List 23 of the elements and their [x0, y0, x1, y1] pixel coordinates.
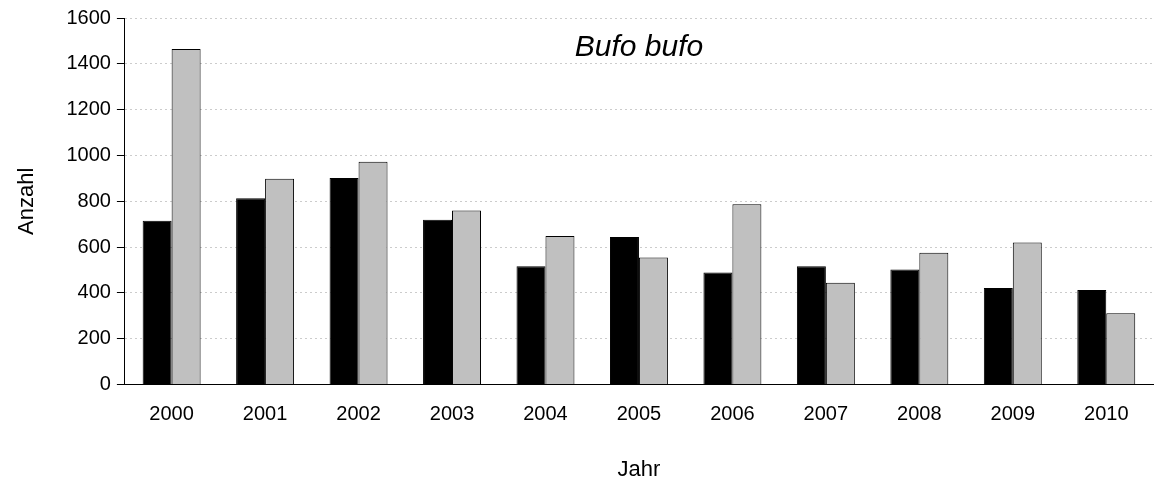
y-tick-label: 1200 — [66, 97, 111, 120]
y-tick-label: 1400 — [66, 51, 111, 74]
x-tick-label: 2005 — [616, 402, 662, 425]
y-tick-label: 400 — [77, 280, 111, 303]
x-tick-label: 2002 — [336, 402, 381, 425]
chart-title: Bufo bufo — [574, 29, 704, 63]
x-tick-label: 2001 — [242, 402, 288, 425]
x-tick-label: 2009 — [990, 402, 1036, 425]
x-axis-title: Jahr — [617, 455, 661, 481]
y-axis-title: Anzahl — [13, 167, 39, 235]
x-tick-label: 2006 — [710, 402, 755, 425]
y-tick-label: 800 — [77, 188, 111, 211]
x-tick-label: 2008 — [897, 402, 942, 425]
y-tick-label: 600 — [77, 234, 111, 257]
y-tick-label: 1600 — [66, 5, 111, 28]
x-tick-label: 2007 — [803, 402, 849, 425]
y-tick-label: 1000 — [66, 142, 111, 165]
x-tick-label: 2010 — [1084, 402, 1129, 425]
x-tick-label: 2004 — [523, 402, 568, 425]
x-tick-label: 2000 — [149, 402, 194, 425]
x-tick-label: 2003 — [429, 402, 475, 425]
y-tick-label: 0 — [99, 372, 111, 395]
y-tick-label: 200 — [77, 326, 111, 349]
